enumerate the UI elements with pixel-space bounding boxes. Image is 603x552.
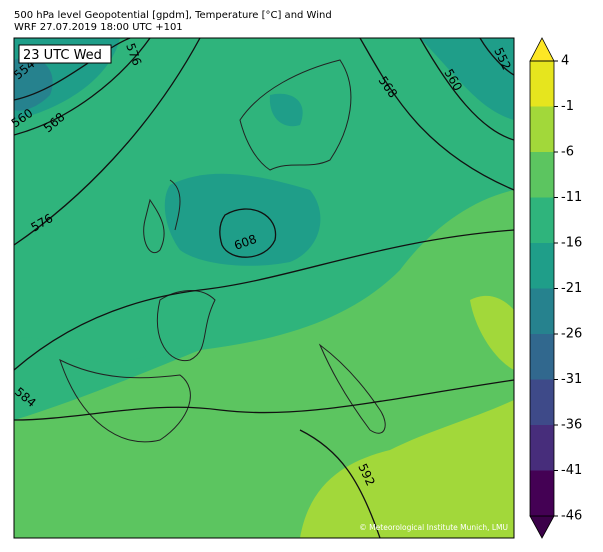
- contour: [14, 38, 131, 101]
- colorbar-tick-label: -6: [561, 145, 574, 160]
- contour: [219, 208, 277, 258]
- temp-field: [164, 173, 321, 266]
- temp-field: [269, 93, 303, 127]
- contour: [479, 38, 514, 76]
- coastline: [59, 359, 191, 443]
- colorbar-segment: [530, 334, 554, 380]
- colorbar-tick-label: -46: [561, 509, 582, 524]
- colorbar-segment: [530, 152, 554, 198]
- temp-field: [300, 400, 514, 538]
- copyright: © Meteorological Institute Munich, LMU: [359, 523, 508, 532]
- colorbar-segment: [530, 61, 554, 107]
- colorbar-segment: [530, 197, 554, 243]
- colorbar-tick-label: 4: [561, 54, 569, 69]
- temp-field: [420, 38, 514, 120]
- colorbar-segment: [530, 425, 554, 471]
- colorbar-tick-label: -36: [561, 418, 582, 433]
- contour: [14, 229, 514, 371]
- colorbar-extension: [529, 515, 555, 539]
- colorbar-segment: [530, 470, 554, 516]
- time-box: [18, 44, 112, 64]
- contour: [299, 429, 381, 538]
- colorbar-segment: [530, 243, 554, 289]
- colorbar-tick-label: -26: [561, 327, 582, 342]
- contour: [419, 38, 514, 141]
- coastline: [239, 59, 352, 171]
- contour: [359, 38, 514, 191]
- time-label: 23 UTC Wed: [23, 48, 102, 63]
- colorbar-segment: [530, 379, 554, 425]
- colorbar-tick-label: -16: [561, 236, 582, 251]
- coastline: [318, 343, 386, 434]
- map: 554 560 568 576 568 560 552 576 608 584 …: [9, 37, 515, 539]
- title: 500 hPa level Geopotential [gpdm], Tempe…: [14, 10, 332, 21]
- colorbar-tick-label: -21: [561, 281, 582, 296]
- contour: [14, 38, 151, 136]
- colorbar-tick-label: -41: [561, 463, 582, 478]
- subtitle: WRF 27.07.2019 18:00 UTC +101: [14, 22, 183, 33]
- temp-field: [470, 295, 514, 370]
- colorbar-tick-label: -1: [561, 99, 574, 114]
- map-frame: [13, 37, 515, 539]
- colorbar-segment: [530, 288, 554, 334]
- coastline: [143, 179, 181, 253]
- colorbar-tick-label: -11: [561, 190, 582, 205]
- colorbar: 4 -1 -6 -11 -16 -21 -26 -31 -36 -41 -46: [529, 37, 582, 539]
- coastline: [156, 290, 216, 362]
- temp-field: [14, 337, 200, 420]
- colorbar-segment: [530, 106, 554, 152]
- colorbar-tick-label: -31: [561, 372, 582, 387]
- contour: [14, 379, 514, 421]
- contour: [14, 38, 201, 246]
- colorbar-extension: [529, 37, 555, 62]
